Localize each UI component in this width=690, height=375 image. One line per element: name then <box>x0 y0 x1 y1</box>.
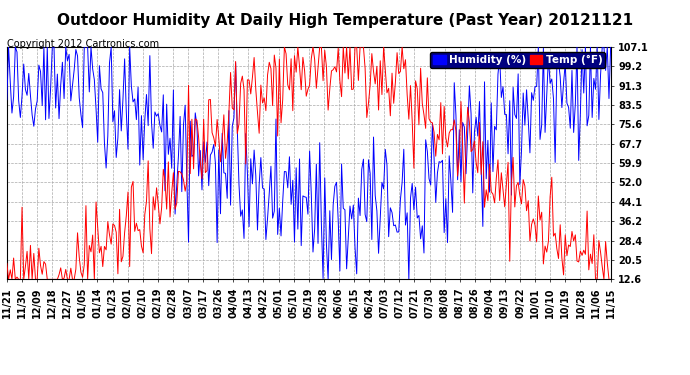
Legend: Humidity (%), Temp (°F): Humidity (%), Temp (°F) <box>430 52 605 68</box>
Text: Copyright 2012 Cartronics.com: Copyright 2012 Cartronics.com <box>7 39 159 50</box>
Text: Outdoor Humidity At Daily High Temperature (Past Year) 20121121: Outdoor Humidity At Daily High Temperatu… <box>57 13 633 28</box>
